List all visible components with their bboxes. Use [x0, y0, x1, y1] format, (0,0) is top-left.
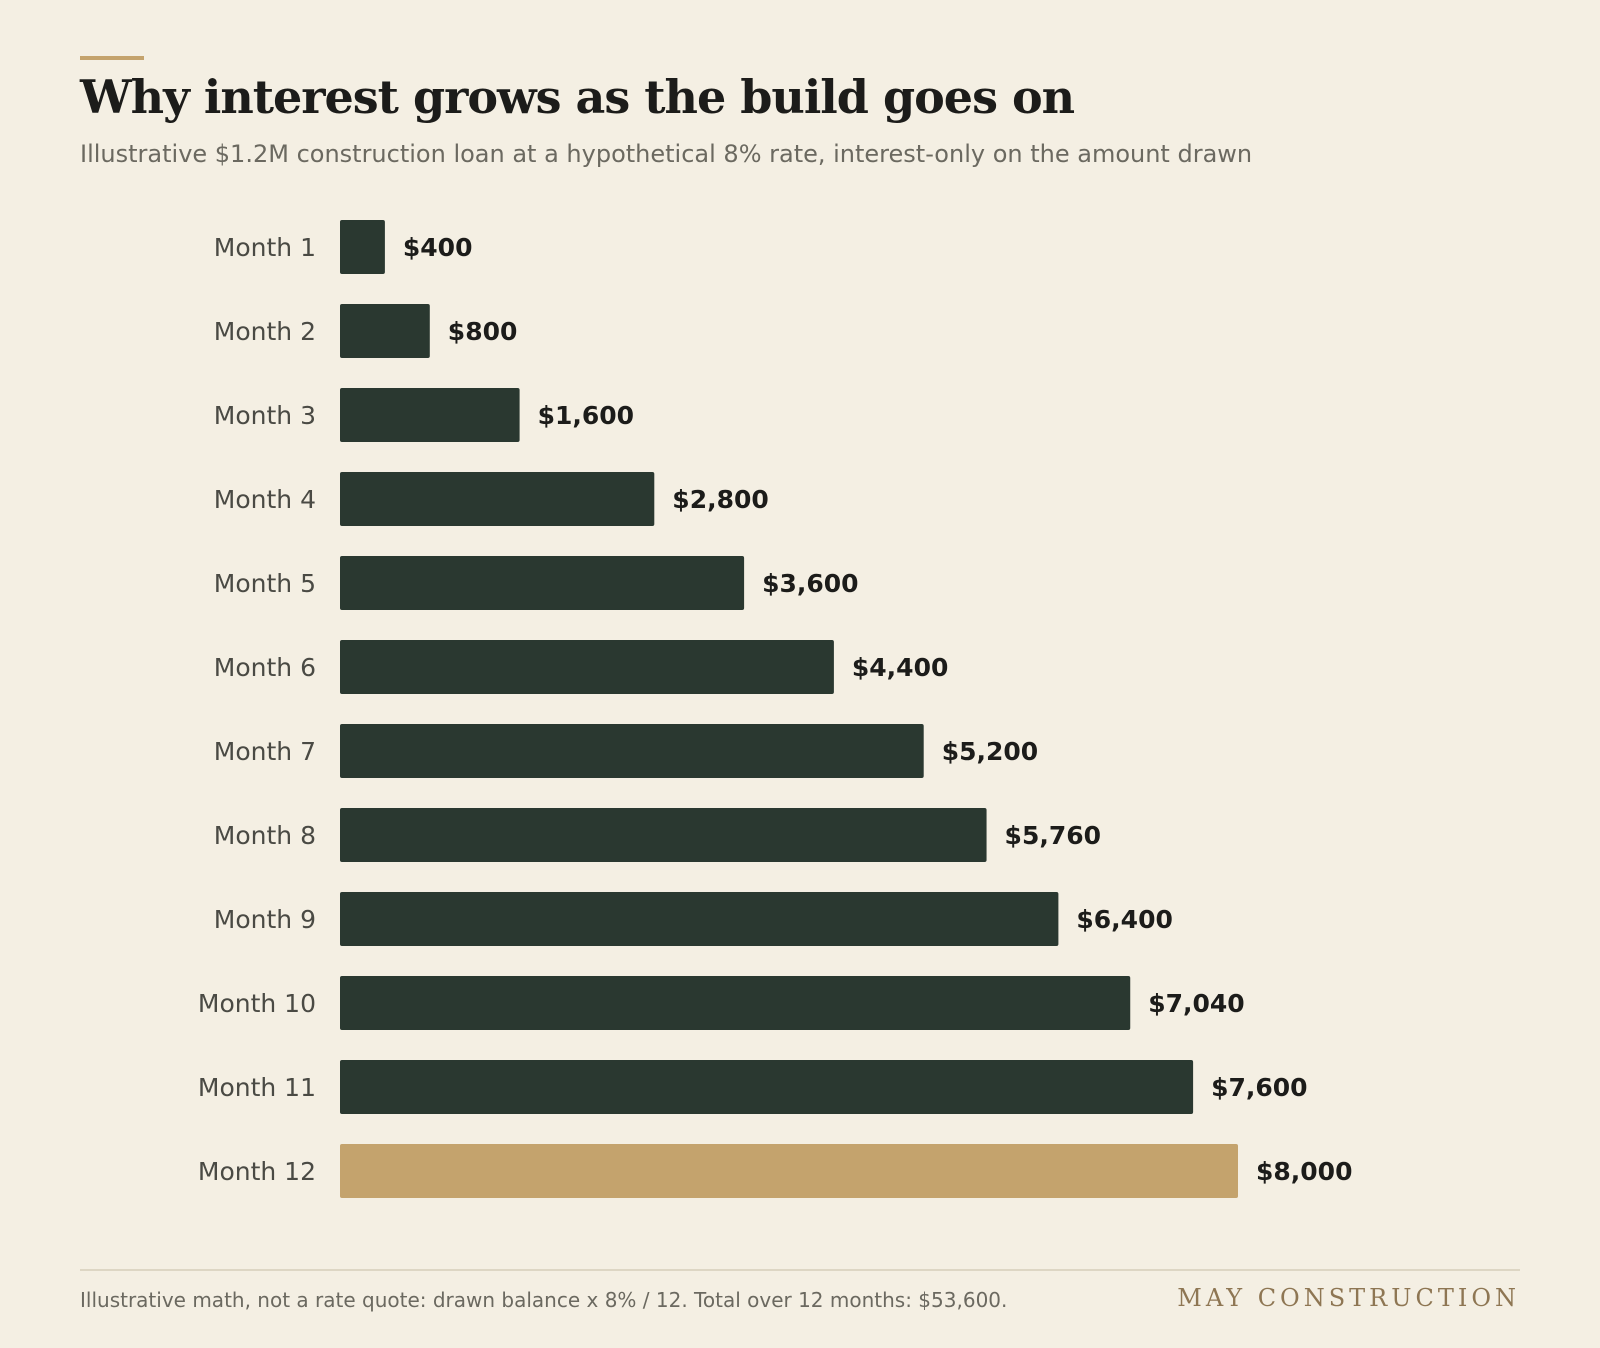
- value-label: $800: [448, 317, 518, 346]
- value-label: $6,400: [1076, 905, 1172, 934]
- category-label: Month 7: [214, 737, 316, 766]
- bar: [340, 1144, 1238, 1198]
- bar: [340, 388, 520, 442]
- bar: [340, 472, 655, 526]
- category-label: Month 5: [214, 569, 316, 598]
- bar: [340, 220, 385, 274]
- category-label: Month 6: [214, 653, 316, 682]
- chart-subtitle: Illustrative $1.2M construction loan at …: [80, 140, 1253, 168]
- value-label: $7,600: [1211, 1073, 1307, 1102]
- value-label: $1,600: [538, 401, 634, 430]
- category-label: Month 9: [214, 905, 316, 934]
- bar: [340, 724, 924, 778]
- footnote: Illustrative math, not a rate quote: dra…: [80, 1288, 1008, 1312]
- bar: [340, 892, 1059, 946]
- value-label: $8,000: [1256, 1157, 1352, 1186]
- bar-chart: Month 1 $400 Month 2 $800 Month 3 $1,600 Month…: [198, 220, 1352, 1198]
- bar: [340, 304, 430, 358]
- chart-title: Why interest grows as the build goes on: [80, 70, 1075, 124]
- bar: [340, 976, 1131, 1030]
- category-label: Month 2: [214, 317, 316, 346]
- value-label: $5,200: [942, 737, 1038, 766]
- footer-divider: [80, 1269, 1520, 1271]
- value-label: $2,800: [672, 485, 768, 514]
- value-label: $3,600: [762, 569, 858, 598]
- category-label: Month 4: [214, 485, 316, 514]
- value-label: $400: [403, 233, 473, 262]
- category-label: Month 11: [198, 1073, 316, 1102]
- bar: [340, 808, 987, 862]
- bar: [340, 640, 834, 694]
- value-label: $7,040: [1148, 989, 1244, 1018]
- bar: [340, 1060, 1194, 1114]
- value-label: $5,760: [1005, 821, 1101, 850]
- title-accent-rule: [80, 56, 144, 60]
- category-label: Month 12: [198, 1157, 316, 1186]
- category-label: Month 8: [214, 821, 316, 850]
- category-label: Month 10: [198, 989, 316, 1018]
- brand-wordmark: MAY CONSTRUCTION: [1177, 1284, 1520, 1312]
- category-label: Month 1: [214, 233, 316, 262]
- value-label: $4,400: [852, 653, 948, 682]
- bar: [340, 556, 745, 610]
- category-label: Month 3: [214, 401, 316, 430]
